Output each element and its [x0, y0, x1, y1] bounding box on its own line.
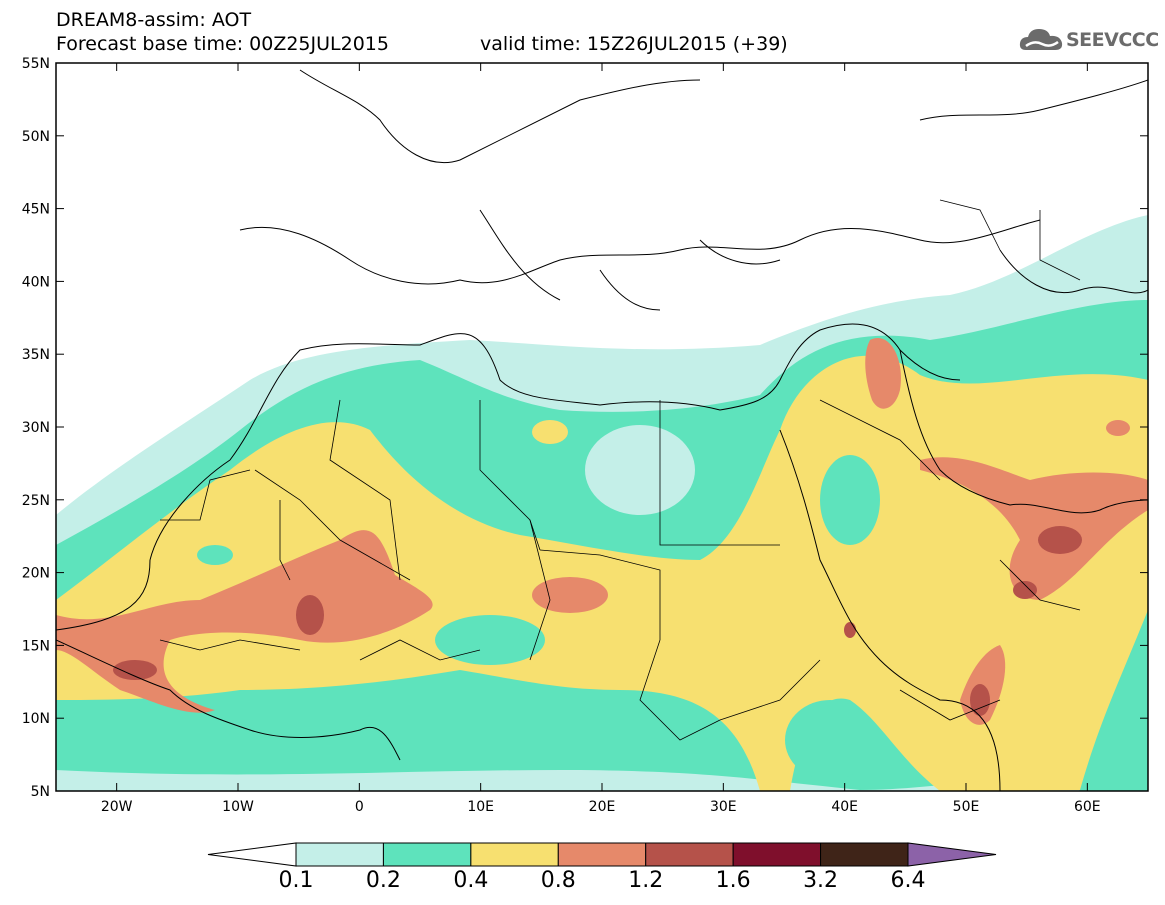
lat-tick-label: 10N: [22, 711, 50, 727]
aot-pocket: [435, 615, 545, 665]
lat-tick-label: 55N: [22, 56, 50, 72]
lon-tick-label: 20E: [589, 799, 616, 815]
colorbar-low-arrow: [207, 842, 297, 867]
lat-tick-label: 40N: [22, 274, 50, 290]
colorbar-box: [732, 842, 822, 867]
cloud-icon: [1019, 29, 1063, 50]
colorbar-label: 3.2: [803, 868, 839, 893]
seevccc-logo: SEEVCCC: [1018, 24, 1159, 56]
lon-tick-label: 10W: [222, 799, 254, 815]
map-title: DREAM8-assim: AOT: [56, 9, 252, 31]
colorbar-box: [557, 842, 647, 867]
colorbar-label: 0.4: [453, 868, 489, 893]
lon-tick-label: 0: [355, 799, 364, 815]
colorbar-box: [470, 842, 559, 867]
colorbar-label: 0.1: [278, 868, 314, 893]
colorbar-high-arrow: [907, 842, 997, 867]
lat-tick-label: 50N: [22, 129, 50, 145]
axis-tick-labels: 55N 50N 45N 40N 35N 30N 25N 20N 15N 10N 5N 20W 10W 0 1…: [22, 56, 1101, 815]
colorbar-box: [645, 842, 734, 867]
colorbar-label: 6.4: [890, 868, 926, 893]
lon-tick-label: 10E: [467, 799, 494, 815]
lon-tick-label: 60E: [1074, 799, 1101, 815]
colorbar-label: 1.6: [715, 868, 751, 893]
lat-tick-label: 15N: [22, 638, 50, 654]
axis-ticks: [56, 62, 1148, 792]
lon-tick-label: 20W: [101, 799, 133, 815]
lon-tick-label: 40E: [831, 799, 858, 815]
lon-tick-label: 30E: [710, 799, 737, 815]
valid-time: valid time: 15Z26JUL2015 (+39): [480, 33, 788, 55]
lon-tick-label: 50E: [953, 799, 980, 815]
colorbar-box: [820, 842, 909, 867]
colorbar-box: [382, 842, 472, 867]
colorbar-label: 0.8: [540, 868, 576, 893]
lat-tick-label: 20N: [22, 566, 50, 582]
lat-tick-label: 5N: [31, 784, 50, 800]
colorbar-label: 1.2: [628, 868, 664, 893]
colorbar-box: [295, 842, 384, 867]
borders: [159, 199, 1081, 741]
colorbar-label: 0.2: [365, 868, 401, 893]
logo-text: SEEVCCC: [1066, 29, 1159, 51]
colorbar: [207, 842, 997, 867]
lat-tick-label: 30N: [22, 420, 50, 436]
aot-band-0.4: [56, 355, 1148, 791]
lat-tick-label: 35N: [22, 347, 50, 363]
lat-tick-label: 45N: [22, 202, 50, 218]
coastlines: [56, 69, 1148, 791]
aot-field: [56, 63, 1148, 791]
forecast-base-time: Forecast base time: 00Z25JUL2015: [56, 33, 389, 55]
lat-tick-label: 25N: [22, 493, 50, 509]
